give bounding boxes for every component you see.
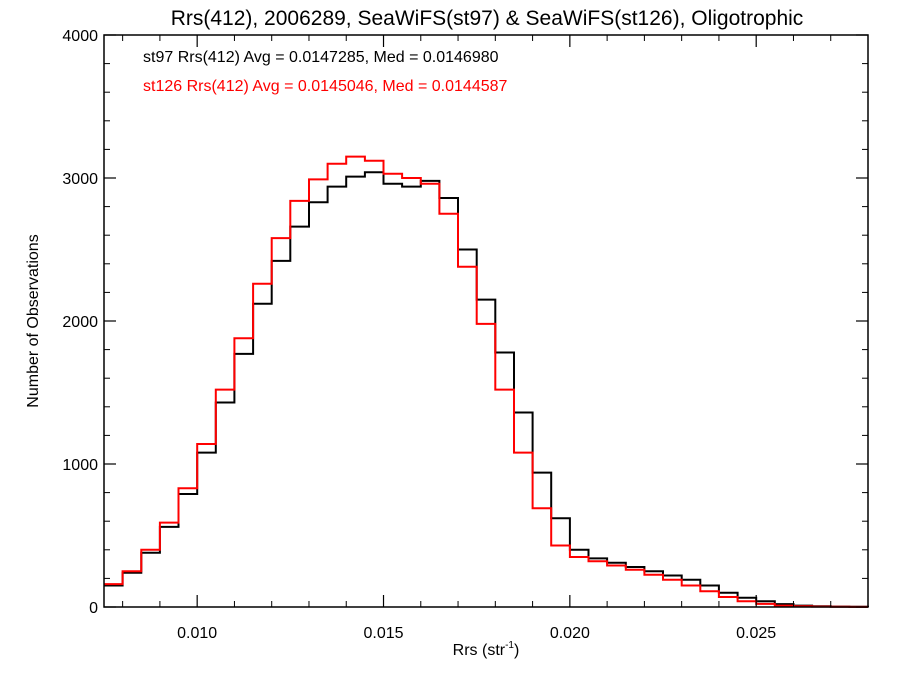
x-tick-label-2: 0.020 bbox=[550, 625, 590, 642]
series-1-line bbox=[104, 155, 868, 608]
x-axis-label: Rrs (str-1) bbox=[453, 640, 520, 659]
annotation-st126: st126 Rrs(412) Avg = 0.0145046, Med = 0.… bbox=[143, 78, 508, 95]
x-axis-label-main: Rrs (str bbox=[453, 642, 506, 659]
y-tick-label-2: 2000 bbox=[62, 314, 98, 331]
annotation-st97: st97 Rrs(412) Avg = 0.0147285, Med = 0.0… bbox=[143, 49, 499, 66]
x-axis-label-superscript: -1 bbox=[505, 640, 514, 651]
x-tick-label-1: 0.015 bbox=[363, 625, 403, 642]
y-tick-label-3: 3000 bbox=[62, 171, 98, 188]
y-tick-label-0: 0 bbox=[89, 600, 98, 617]
x-tick-label-0: 0.010 bbox=[177, 625, 217, 642]
y-tick-label-4: 4000 bbox=[62, 28, 98, 45]
y-axis-label: Number of Observations bbox=[25, 234, 42, 407]
x-axis-label-end: ) bbox=[514, 642, 519, 659]
series-layer bbox=[104, 155, 869, 608]
chart-title: Rrs(412), 2006289, SeaWiFS(st97) & SeaWi… bbox=[171, 7, 804, 30]
x-tick-label-3: 0.025 bbox=[736, 625, 776, 642]
ticks-layer: 0.010 0.015 0.020 0.025 0 1000 2000 3000 4000 bbox=[62, 28, 869, 642]
y-tick-label-1: 1000 bbox=[62, 457, 98, 474]
